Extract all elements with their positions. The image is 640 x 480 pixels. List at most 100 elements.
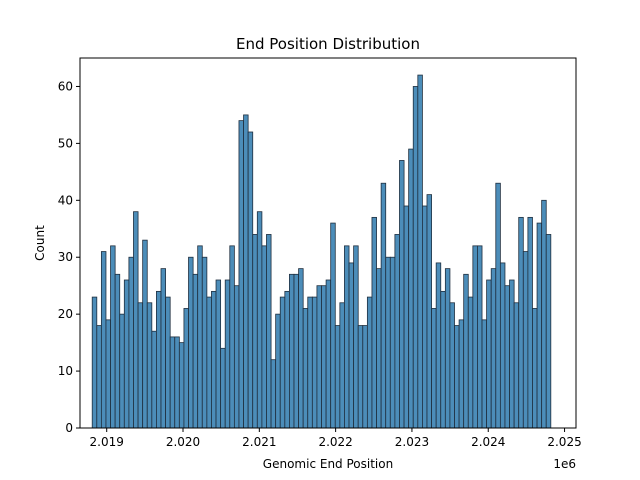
histogram-bar — [279, 296, 286, 429]
histogram-bar — [339, 302, 345, 429]
bars-group — [91, 74, 552, 429]
histogram-bar — [385, 256, 391, 429]
histogram-bar — [532, 308, 538, 429]
histogram-bar — [284, 290, 290, 429]
histogram-bar — [211, 290, 217, 429]
histogram-bar — [256, 211, 263, 429]
y-tick-label: 30 — [58, 250, 73, 264]
histogram-bar — [330, 222, 336, 429]
histogram-bar — [362, 325, 368, 429]
histogram-bar — [215, 279, 222, 429]
histogram-bar — [289, 273, 295, 429]
y-axis-label: Count — [33, 225, 47, 261]
histogram-bar — [417, 74, 423, 429]
y-axis-ticks: 0 10 20 30 40 50 60 — [58, 79, 80, 435]
histogram-bar — [302, 308, 309, 429]
y-tick-label: 40 — [58, 193, 73, 207]
histogram-bar — [403, 205, 410, 429]
y-tick-label: 60 — [58, 79, 73, 93]
x-axis-label: Genomic End Position — [263, 457, 393, 471]
histogram-bar — [490, 268, 497, 429]
x-tick-label: 2.021 — [242, 435, 276, 449]
histogram-bar — [220, 347, 226, 429]
histogram-bar — [123, 279, 130, 429]
histogram-bar — [261, 245, 267, 429]
histogram-bar — [394, 234, 400, 429]
histogram-bar — [454, 325, 460, 429]
histogram-bar — [536, 222, 543, 429]
x-tick-label: 2.019 — [90, 435, 124, 449]
histogram-bar — [105, 319, 111, 429]
histogram-bar — [165, 296, 171, 429]
x-tick-label: 2.022 — [318, 435, 352, 449]
histogram-bar — [353, 245, 359, 429]
histogram-bar — [142, 239, 148, 429]
histogram-bar — [486, 279, 492, 429]
histogram-bar — [178, 342, 185, 429]
histogram-bar — [96, 325, 102, 429]
histogram-bar — [311, 296, 318, 429]
histogram-bar — [348, 262, 355, 429]
histogram-bar — [119, 313, 125, 429]
histogram-bar — [440, 290, 446, 429]
histogram-bar — [293, 273, 299, 429]
histogram-bar — [344, 245, 350, 429]
x-tick-label: 2.023 — [395, 435, 429, 449]
histogram-bar — [169, 336, 176, 429]
histogram-bar — [504, 285, 510, 429]
histogram-bar — [380, 182, 387, 429]
histogram-bar — [160, 268, 166, 429]
y-tick-label: 20 — [58, 307, 73, 321]
histogram-bar — [518, 216, 524, 429]
histogram-bar — [156, 290, 162, 429]
histogram-bar — [509, 279, 515, 429]
histogram-bar — [252, 234, 258, 429]
histogram-bar — [174, 336, 180, 429]
histogram-bar — [545, 234, 552, 429]
x-axis-ticks: 2.019 2.020 2.021 2.022 2.023 2.024 2.025 — [90, 428, 582, 449]
histogram-bar — [467, 296, 474, 429]
histogram-bar — [513, 302, 520, 429]
histogram-bar — [472, 245, 478, 429]
histogram-bar — [275, 313, 281, 429]
histogram-bar — [495, 182, 501, 429]
histogram-bar — [192, 273, 199, 429]
histogram-bar — [412, 86, 419, 429]
histogram-bar — [321, 285, 327, 429]
histogram-bar — [137, 302, 144, 429]
histogram-bar — [527, 216, 533, 429]
histogram-bar — [298, 268, 304, 429]
histogram-bar — [128, 256, 134, 429]
histogram-bar — [399, 160, 405, 429]
histogram-bar — [481, 319, 488, 429]
histogram-bar — [366, 296, 373, 429]
histogram-bar — [499, 262, 506, 429]
histogram-bar — [206, 296, 212, 429]
histogram-bar — [435, 262, 442, 429]
x-tick-label: 2.024 — [471, 435, 505, 449]
histogram-bar — [243, 114, 249, 429]
y-tick-label: 0 — [65, 421, 73, 435]
histogram-bar — [307, 296, 313, 429]
histogram-bar — [238, 120, 244, 429]
histogram-bar — [522, 251, 529, 429]
histogram-bar — [201, 256, 208, 429]
axes-frame — [79, 57, 577, 429]
histogram-bar — [247, 131, 254, 429]
histogram-bar — [91, 296, 98, 429]
histogram-bar — [270, 359, 277, 429]
histogram-bar — [229, 245, 235, 429]
histogram-bar — [458, 319, 465, 429]
histogram-bar — [444, 268, 451, 429]
histogram-bar — [100, 251, 107, 429]
histogram-bar — [151, 330, 157, 429]
y-tick-label: 50 — [58, 136, 73, 150]
histogram-bar — [408, 148, 414, 429]
y-tick-label: 10 — [58, 364, 73, 378]
x-tick-label: 2.020 — [166, 435, 200, 449]
histogram-bar — [541, 199, 547, 429]
x-axis-offset-label: 1e6 — [553, 457, 576, 471]
histogram-bar — [146, 302, 153, 429]
histogram-bar — [316, 285, 322, 429]
